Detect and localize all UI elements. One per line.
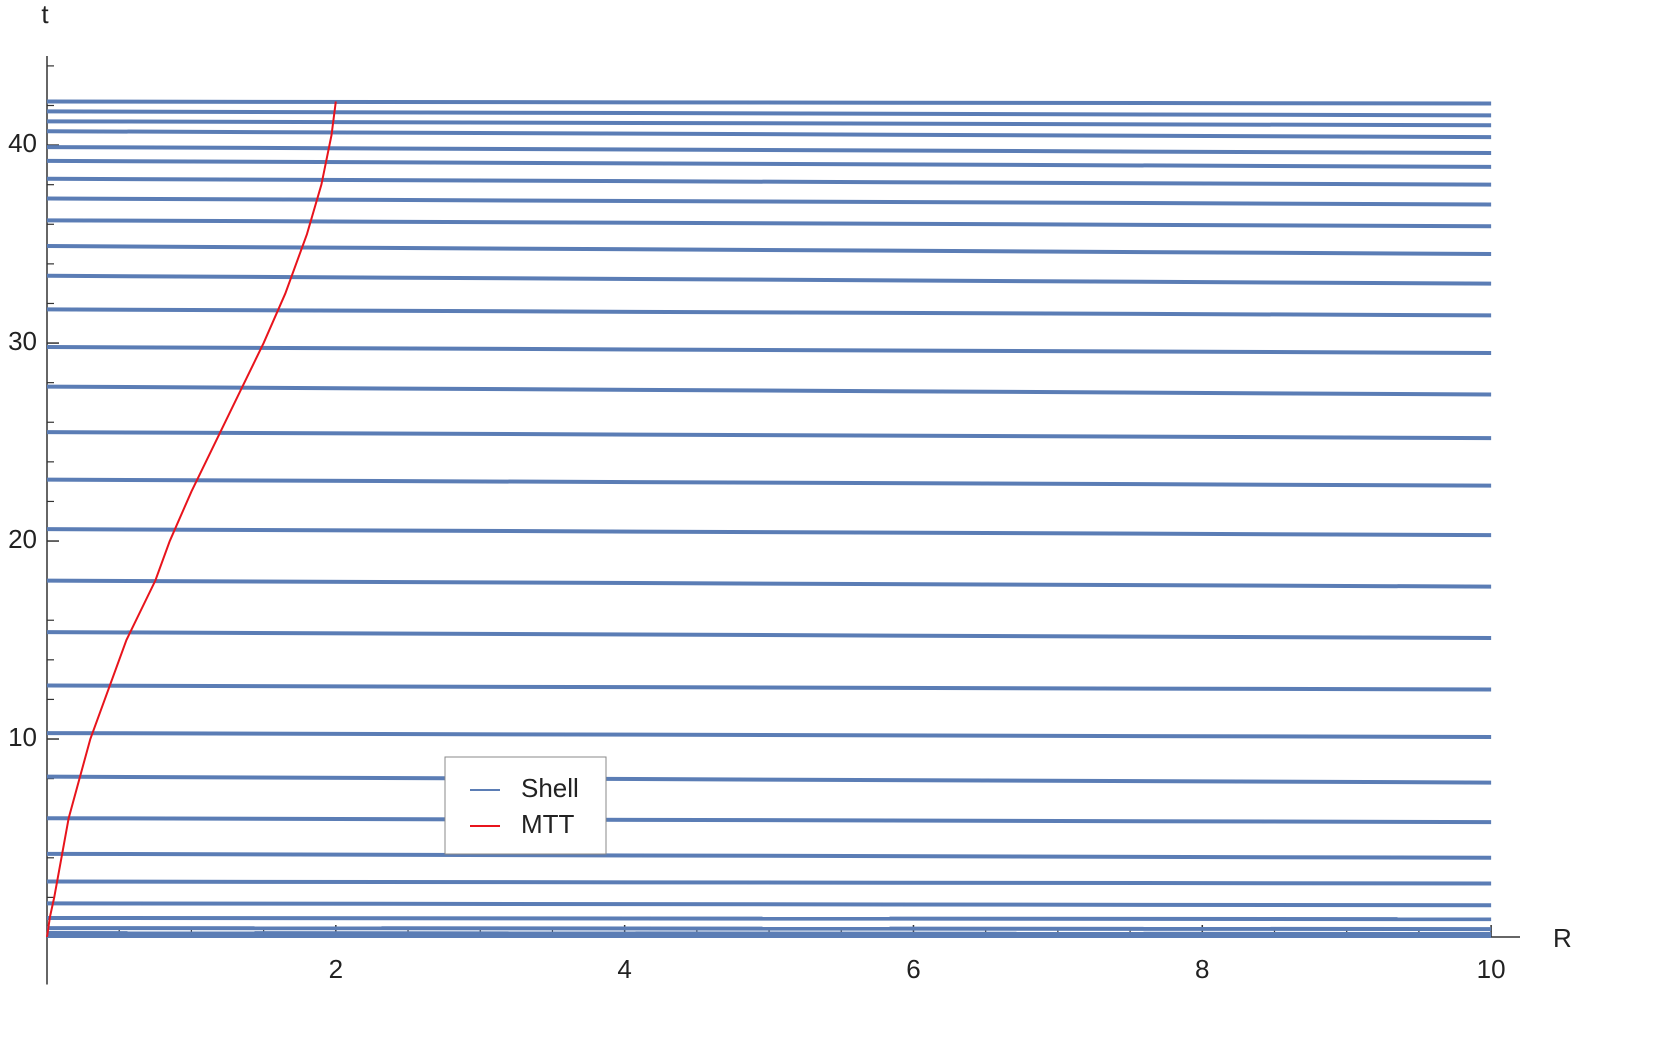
shell-line [46,345,1492,355]
shell-line [46,307,1492,318]
shell-line [46,926,1492,932]
legend-label: MTT [521,809,575,839]
y-tick-label: 30 [8,326,37,356]
legend-label: Shell [521,773,579,803]
shell-line [46,129,1492,140]
x-tick-label: 2 [329,954,343,984]
shell-line [46,578,1492,589]
shell-line [46,630,1492,641]
legend: Shell MTT [444,756,607,855]
shell-line [46,915,1492,922]
x-tick-label: 4 [617,954,631,984]
shell-line [46,218,1492,229]
y-tick-label: 10 [8,722,37,752]
shell-line [46,430,1492,441]
legend-box [444,756,607,855]
shell-line [46,527,1492,538]
shell-line [46,879,1492,886]
shell-line [46,244,1492,256]
shell-line [46,477,1492,488]
x-tick-label: 6 [906,954,920,984]
shell-line [46,99,1492,106]
shell-line [46,145,1492,156]
shell-line [46,109,1492,118]
y-tick-label: 40 [8,128,37,158]
shell-line [46,931,1492,937]
x-tick-label: 10 [1477,954,1506,984]
y-tick-label: 20 [8,524,37,554]
shell-line [46,384,1492,397]
shell-line [46,683,1492,692]
x-axis-label: R [1553,923,1572,953]
x-tick-label: 8 [1195,954,1209,984]
shell-line [46,119,1492,128]
shell-line [46,816,1492,825]
mtt-line [46,101,337,938]
shell-line [46,901,1492,908]
shell-line [46,273,1492,286]
shell-line [46,158,1492,169]
shell-line [46,851,1492,860]
shell-line [46,731,1492,740]
shell-line [46,196,1492,207]
shell-line [46,774,1492,785]
shell-line [46,176,1492,187]
y-axis-label: t [41,0,49,29]
